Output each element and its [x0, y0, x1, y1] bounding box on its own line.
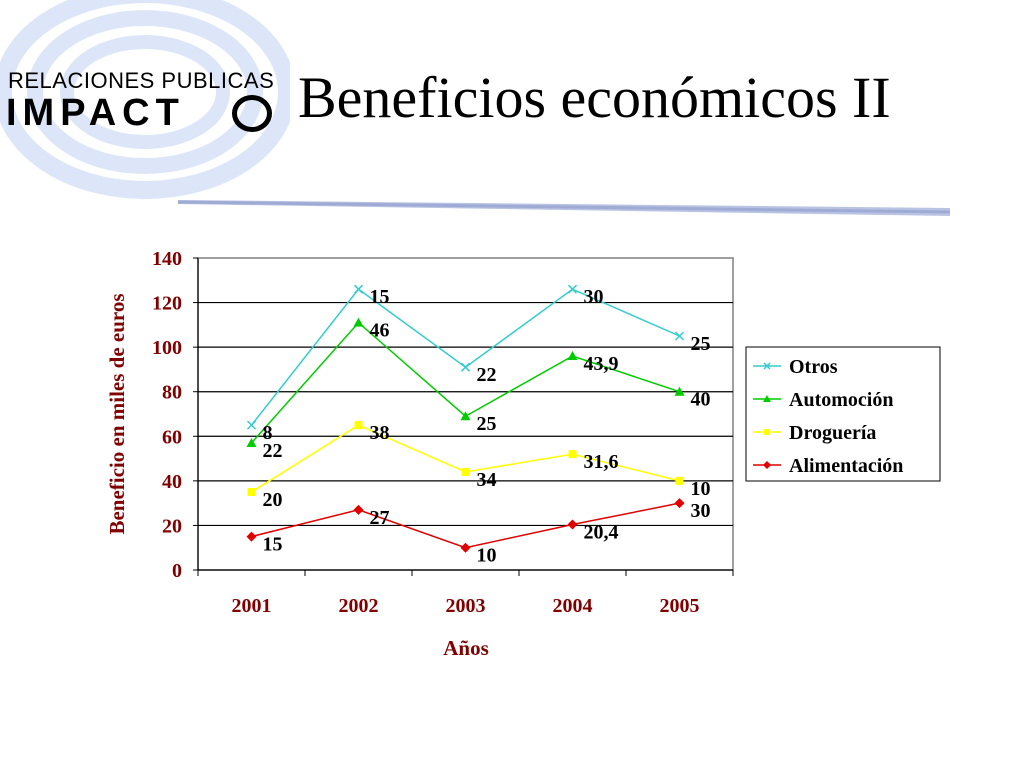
data-label: 34 [477, 469, 497, 491]
data-label: 10 [477, 545, 497, 567]
legend: Otros Automoción Droguería Alimentación [745, 346, 941, 482]
data-point [353, 317, 364, 327]
data-label: 10 [691, 478, 711, 500]
data-label: 30 [584, 286, 604, 308]
data-point-stroke [674, 331, 685, 341]
data-label: 15 [370, 286, 390, 308]
data-label: 22 [477, 364, 497, 386]
data-point [764, 429, 770, 435]
x-tick-label: 2004 [553, 595, 593, 617]
data-label: 15 [263, 534, 283, 556]
y-tick-label: 20 [162, 515, 182, 537]
data-point [674, 331, 685, 341]
data-label: 40 [691, 389, 711, 411]
data-point [246, 420, 257, 430]
y-axis-title: Beneficio en miles de euros [105, 293, 129, 534]
logo-name: RELACIONES PUBLICAS [8, 68, 275, 93]
data-label: 27 [370, 507, 390, 529]
data-label: 31,6 [584, 451, 619, 473]
logo-brand: IMPACT [6, 92, 185, 134]
data-point-stroke [460, 362, 471, 372]
data-label: 8 [263, 422, 273, 444]
logo-o-icon [232, 95, 272, 132]
data-label: 20,4 [584, 522, 619, 544]
y-tick-label: 40 [162, 471, 182, 493]
data-label: 22 [263, 440, 283, 462]
data-point [567, 284, 578, 294]
x-tick-label: 2002 [339, 595, 379, 617]
data-point [674, 386, 685, 396]
data-point [246, 437, 257, 447]
x-tick-label: 2001 [232, 595, 272, 617]
legend-label: Alimentación [789, 455, 903, 477]
legend-label: Otros [789, 356, 838, 378]
data-point [247, 488, 256, 496]
data-label: 46 [370, 320, 390, 342]
data-point [763, 362, 771, 370]
data-point [568, 450, 577, 459]
y-tick-label: 0 [172, 560, 182, 582]
data-point-stroke [763, 362, 771, 370]
legend-box [745, 346, 941, 482]
data-point-stroke [567, 284, 578, 294]
slide-title: Beneficios económicos II [298, 65, 891, 130]
data-point [460, 362, 471, 372]
data-label: 43,9 [584, 353, 619, 375]
data-point [763, 395, 771, 402]
y-tick-label: 120 [152, 293, 182, 315]
y-tick-label: 140 [152, 248, 182, 270]
legend-label: Droguería [789, 422, 876, 444]
data-point [460, 411, 471, 421]
data-label: 20 [263, 489, 283, 511]
data-point [567, 519, 578, 530]
data-label: 38 [370, 422, 390, 444]
x-tick-label: 2005 [660, 595, 700, 617]
data-label: 25 [477, 413, 497, 435]
data-point [460, 542, 471, 553]
y-tick-label: 80 [162, 382, 182, 404]
data-point-stroke [353, 284, 364, 294]
data-point-stroke [246, 420, 257, 430]
logo-swirl-icon [0, 0, 290, 199]
x-axis-title: Años [443, 636, 489, 660]
title-rule [178, 200, 950, 216]
data-point [353, 504, 364, 515]
data-label: 30 [691, 500, 711, 522]
legend-label: Automoción [789, 389, 893, 411]
data-label: 25 [691, 333, 711, 355]
data-point [353, 284, 364, 294]
y-tick-label: 60 [162, 426, 182, 448]
data-point [567, 351, 578, 361]
data-point [675, 476, 684, 485]
data-point [674, 498, 685, 509]
data-point [461, 467, 470, 476]
data-point [246, 531, 257, 542]
x-tick-label: 2003 [446, 595, 486, 617]
y-tick-label: 100 [152, 337, 182, 359]
data-point [354, 421, 363, 430]
data-point [763, 461, 771, 469]
